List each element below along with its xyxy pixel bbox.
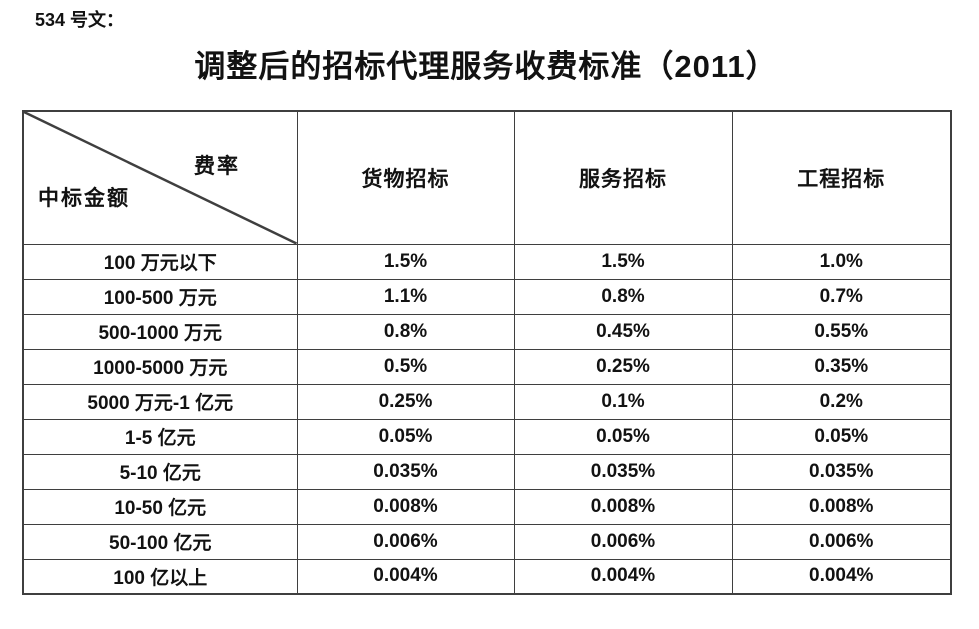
rate-cell: 0.035% [731, 453, 952, 490]
table-row: 5-10 亿元 0.035% 0.035% 0.035% [22, 453, 952, 490]
row-label: 1-5 亿元 [22, 418, 298, 455]
rate-cell: 0.45% [513, 313, 733, 350]
rate-cell: 1.0% [731, 243, 952, 280]
column-header-goods-tender: 货物招标 [296, 110, 515, 245]
rate-cell: 0.8% [513, 278, 733, 315]
rate-cell: 1.5% [513, 243, 733, 280]
row-label: 500-1000 万元 [22, 313, 298, 350]
table-row: 50-100 亿元 0.006% 0.006% 0.006% [22, 523, 952, 560]
rate-cell: 0.05% [513, 418, 733, 455]
table-row: 5000 万元-1 亿元 0.25% 0.1% 0.2% [22, 383, 952, 420]
rate-cell: 0.008% [731, 488, 952, 525]
rate-cell: 0.05% [731, 418, 952, 455]
row-label: 50-100 亿元 [22, 523, 298, 560]
rate-cell: 0.2% [731, 383, 952, 420]
row-label: 100 万元以下 [22, 243, 298, 280]
row-label: 1000-5000 万元 [22, 348, 298, 385]
rate-cell: 0.5% [296, 348, 515, 385]
diagonal-divider-line [24, 112, 296, 243]
rate-cell: 0.8% [296, 313, 515, 350]
rate-cell: 0.035% [296, 453, 515, 490]
rate-cell: 0.55% [731, 313, 952, 350]
page-title: 调整后的招标代理服务收费标准（2011） [194, 49, 778, 84]
fee-standard-table: 费率 中标金额 货物招标 服务招标 工程招标 100 万元以下 1.5% 1.5… [22, 110, 952, 595]
row-label: 100 亿以上 [22, 558, 298, 595]
rate-cell: 1.1% [296, 278, 515, 315]
column-header-service-tender: 服务招标 [513, 110, 733, 245]
rate-cell: 0.035% [513, 453, 733, 490]
rate-cell: 0.006% [296, 523, 515, 560]
corner-header-cell: 费率 中标金额 [22, 110, 298, 245]
table-row: 500-1000 万元 0.8% 0.45% 0.55% [22, 313, 952, 350]
table-row: 1-5 亿元 0.05% 0.05% 0.05% [22, 418, 952, 455]
rate-cell: 0.006% [731, 523, 952, 560]
rate-cell: 0.25% [296, 383, 515, 420]
corner-label-bid-amount: 中标金额 [38, 187, 130, 210]
rate-cell: 0.008% [296, 488, 515, 525]
header-row: 费率 中标金额 货物招标 服务招标 工程招标 [22, 110, 952, 245]
row-label: 5-10 亿元 [22, 453, 298, 490]
rate-cell: 0.35% [731, 348, 952, 385]
rate-cell: 0.004% [513, 558, 733, 595]
row-label: 5000 万元-1 亿元 [22, 383, 298, 420]
doc-reference: 534 号文： [35, 10, 125, 30]
table-row: 1000-5000 万元 0.5% 0.25% 0.35% [22, 348, 952, 385]
rate-cell: 0.006% [513, 523, 733, 560]
row-label: 100-500 万元 [22, 278, 298, 315]
row-label: 10-50 亿元 [22, 488, 298, 525]
table-row: 100-500 万元 1.1% 0.8% 0.7% [22, 278, 952, 315]
rate-cell: 0.008% [513, 488, 733, 525]
column-header-engineering-tender: 工程招标 [731, 110, 952, 245]
table-row: 100 亿以上 0.004% 0.004% 0.004% [22, 558, 952, 595]
rate-cell: 0.05% [296, 418, 515, 455]
rate-cell: 1.5% [296, 243, 515, 280]
rate-cell: 0.1% [513, 383, 733, 420]
rate-cell: 0.004% [296, 558, 515, 595]
rate-cell: 0.7% [731, 278, 952, 315]
rate-cell: 0.25% [513, 348, 733, 385]
table-row: 100 万元以下 1.5% 1.5% 1.0% [22, 243, 952, 280]
rate-cell: 0.004% [731, 558, 952, 595]
table-row: 10-50 亿元 0.008% 0.008% 0.008% [22, 488, 952, 525]
corner-label-rate: 费率 [194, 155, 240, 178]
